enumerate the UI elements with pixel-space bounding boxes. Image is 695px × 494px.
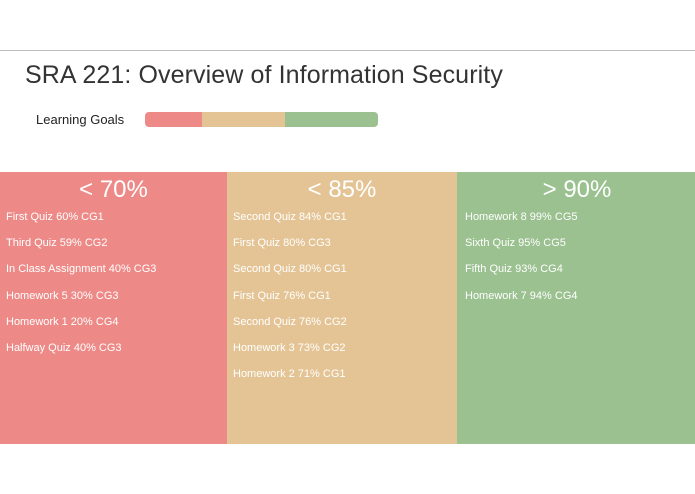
assignment-item: Homework 5 30% CG3 <box>6 289 119 302</box>
assignment-item: Homework 1 20% CG4 <box>6 315 119 328</box>
learning-goals-bar <box>145 112 378 127</box>
column-header: < 85% <box>307 176 377 203</box>
assignment-item: First Quiz 60% CG1 <box>6 211 104 223</box>
assignment-item: Homework 2 71% CG1 <box>233 368 346 381</box>
assignment-list: Homework 8 99% CG5 Sixth Quiz 95% CG5 Fift… <box>465 209 695 314</box>
assignment-item: Homework 3 73% CG2 <box>233 341 346 354</box>
assignment-item: First Quiz 80% CG3 <box>233 237 331 250</box>
assignment-list: Second Quiz 84% CG1 First Quiz 80% CG3 Sec… <box>233 209 457 392</box>
assignment-item: Second Quiz 76% CG2 <box>233 315 347 328</box>
column-header: < 70% <box>79 176 148 203</box>
assignment-item: Second Quiz 80% CG1 <box>233 263 347 276</box>
column-header: > 90% <box>542 176 612 203</box>
assignment-item: Homework 7 94% CG4 <box>465 289 578 302</box>
assignment-item: Sixth Quiz 95% CG5 <box>465 237 566 250</box>
column-below-85: < 85% Second Quiz 84% CG1 First Quiz 80% … <box>227 172 457 444</box>
assignment-item: Third Quiz 59% CG2 <box>6 237 108 250</box>
assignment-item: Second Quiz 84% CG1 <box>233 211 347 223</box>
column-above-90: > 90% Homework 8 99% CG5 Sixth Quiz 95% C… <box>457 172 695 444</box>
column-below-70: < 70% First Quiz 60% CG1 Third Quiz 59% C… <box>0 172 227 444</box>
legend-segment-mid <box>202 112 285 127</box>
assignment-item: First Quiz 76% CG1 <box>233 289 331 302</box>
legend-segment-low <box>145 112 202 127</box>
learning-goals-label: Learning Goals <box>36 112 125 127</box>
grade-columns: < 70% First Quiz 60% CG1 Third Quiz 59% C… <box>0 172 695 444</box>
assignment-list: First Quiz 60% CG1 Third Quiz 59% CG2 In C… <box>6 209 227 366</box>
legend-segment-high <box>285 112 378 127</box>
page-title: SRA 221: Overview of Information Securit… <box>25 61 503 89</box>
assignment-item: Fifth Quiz 93% CG4 <box>465 263 563 276</box>
assignment-item: In Class Assignment 40% CG3 <box>6 263 157 276</box>
top-divider <box>0 50 695 51</box>
assignment-item: Homework 8 99% CG5 <box>465 211 578 223</box>
assignment-item: Halfway Quiz 40% CG3 <box>6 341 122 354</box>
